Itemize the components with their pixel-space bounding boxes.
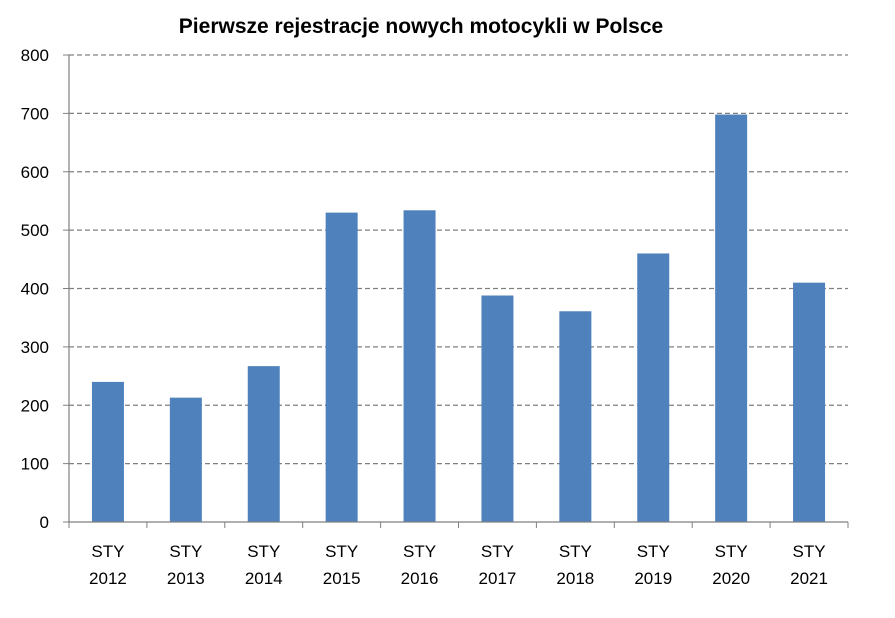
x-tick-label-STY-2019: STY 2019 bbox=[634, 542, 672, 588]
x-tick-label-line: STY bbox=[91, 542, 124, 561]
x-tick-label-line: 2016 bbox=[401, 569, 439, 588]
y-tick-label-0: 0 bbox=[40, 513, 49, 532]
x-tick-label-STY-2017: STY 2017 bbox=[479, 542, 517, 588]
x-tick-label-STY-2020: STY 2020 bbox=[712, 542, 750, 588]
y-tick-labels: 0 100 200 300 400 500 600 700 800 bbox=[21, 46, 49, 532]
y-tick-label-500: 500 bbox=[21, 221, 49, 240]
x-tick-label-line: 2020 bbox=[712, 569, 750, 588]
x-tick-label-line: 2018 bbox=[556, 569, 594, 588]
y-tick-label-800: 800 bbox=[21, 46, 49, 65]
bar-STY-2019 bbox=[637, 253, 670, 522]
y-tick-label-100: 100 bbox=[21, 455, 49, 474]
x-tick-label-line: STY bbox=[481, 542, 514, 561]
x-tick-label-line: STY bbox=[715, 542, 748, 561]
bar-STY-2013 bbox=[169, 397, 202, 522]
x-tick-label-line: 2015 bbox=[323, 569, 361, 588]
y-tick-label-400: 400 bbox=[21, 280, 49, 299]
bar-STY-2020 bbox=[715, 114, 748, 522]
x-tick-label-line: STY bbox=[403, 542, 436, 561]
x-tick-label-line: STY bbox=[793, 542, 826, 561]
y-tick-label-700: 700 bbox=[21, 104, 49, 123]
x-tick-label-line: 2017 bbox=[479, 569, 517, 588]
x-tick-label-STY-2021: STY 2021 bbox=[790, 542, 828, 588]
y-tick-label-600: 600 bbox=[21, 163, 49, 182]
x-tick-label-line: 2014 bbox=[245, 569, 283, 588]
bar-STY-2015 bbox=[325, 212, 358, 523]
bar-STY-2012 bbox=[91, 381, 124, 522]
bars bbox=[91, 114, 826, 523]
x-tick-label-line: STY bbox=[637, 542, 670, 561]
x-tick-label-line: STY bbox=[169, 542, 202, 561]
x-tick-label-line: STY bbox=[247, 542, 280, 561]
x-tick-label-line: 2019 bbox=[634, 569, 672, 588]
x-tick-label-STY-2014: STY 2014 bbox=[245, 542, 283, 588]
chart-title: Pierwsze rejestracje nowych motocykli w … bbox=[179, 15, 663, 38]
x-tick-label-line: STY bbox=[325, 542, 358, 561]
bar-STY-2016 bbox=[403, 210, 436, 522]
x-tick-label-STY-2012: STY 2012 bbox=[89, 542, 127, 588]
x-tick-labels: STY 2012 STY 2013 STY 2014 STY 2015 STY 2016 STY 20… bbox=[89, 542, 828, 588]
y-tick-label-200: 200 bbox=[21, 396, 49, 415]
y-tick-label-300: 300 bbox=[21, 338, 49, 357]
bar-STY-2017 bbox=[481, 295, 514, 522]
bar-STY-2021 bbox=[793, 282, 826, 522]
axes bbox=[63, 54, 849, 528]
x-tick-label-STY-2013: STY 2013 bbox=[167, 542, 205, 588]
x-tick-label-STY-2016: STY 2016 bbox=[401, 542, 439, 588]
bar-STY-2018 bbox=[559, 311, 592, 522]
x-tick-label-line: 2012 bbox=[89, 569, 127, 588]
x-tick-label-STY-2018: STY 2018 bbox=[556, 542, 594, 588]
x-tick-label-line: STY bbox=[559, 542, 592, 561]
x-tick-label-line: 2021 bbox=[790, 569, 828, 588]
bar-STY-2014 bbox=[247, 366, 280, 522]
x-tick-label-STY-2015: STY 2015 bbox=[323, 542, 361, 588]
x-tick-label-line: 2013 bbox=[167, 569, 205, 588]
